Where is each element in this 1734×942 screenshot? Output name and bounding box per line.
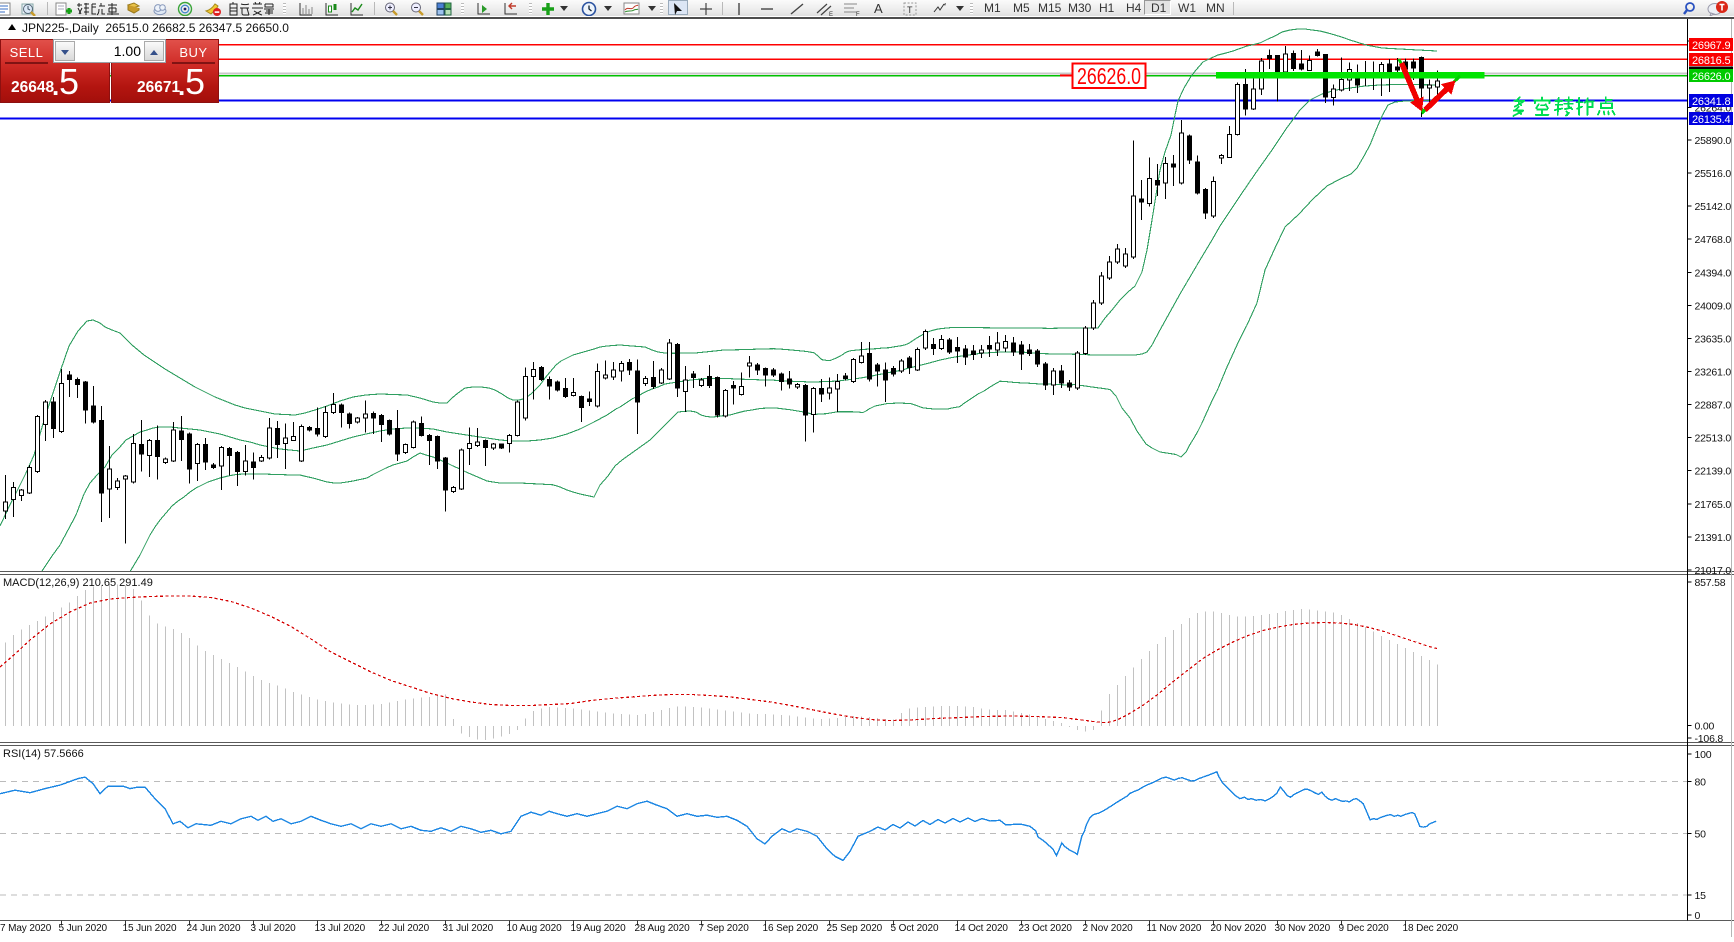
svg-text:24768.0: 24768.0 — [1695, 234, 1732, 246]
svg-text:5 Oct 2020: 5 Oct 2020 — [891, 923, 939, 934]
svg-text:22 Jul 2020: 22 Jul 2020 — [379, 923, 430, 934]
svg-text:26967.9: 26967.9 — [1692, 40, 1730, 52]
svg-text:26135.4: 26135.4 — [1692, 114, 1730, 126]
svg-text:MACD(12,26,9) 210.65 291.49: MACD(12,26,9) 210.65 291.49 — [3, 577, 153, 589]
svg-text:80: 80 — [1695, 776, 1707, 788]
svg-text:26341.8: 26341.8 — [1692, 96, 1730, 108]
svg-text:25142.0: 25142.0 — [1695, 201, 1732, 213]
svg-text:30 Nov 2020: 30 Nov 2020 — [1275, 923, 1331, 934]
svg-text:25890.0: 25890.0 — [1695, 135, 1732, 147]
svg-text:21017.0: 21017.0 — [1695, 565, 1732, 577]
svg-text:31 Jul 2020: 31 Jul 2020 — [443, 923, 494, 934]
svg-text:15: 15 — [1695, 890, 1707, 902]
svg-text:26626.0: 26626.0 — [1692, 71, 1730, 83]
svg-text:50: 50 — [1695, 829, 1707, 841]
svg-text:2 Nov 2020: 2 Nov 2020 — [1083, 923, 1134, 934]
svg-text:25516.0: 25516.0 — [1695, 168, 1732, 180]
svg-text:21391.0: 21391.0 — [1695, 532, 1732, 544]
svg-text:27 May 2020: 27 May 2020 — [0, 923, 52, 934]
svg-text:23 Oct 2020: 23 Oct 2020 — [1019, 923, 1073, 934]
svg-text:857.58: 857.58 — [1695, 577, 1726, 589]
svg-text:28 Aug 2020: 28 Aug 2020 — [635, 923, 691, 934]
svg-text:7 Sep 2020: 7 Sep 2020 — [699, 923, 750, 934]
svg-text:T: T — [907, 5, 913, 15]
svg-text:13 Jul 2020: 13 Jul 2020 — [315, 923, 366, 934]
svg-text:24394.0: 24394.0 — [1695, 267, 1732, 279]
svg-text:19 Aug 2020: 19 Aug 2020 — [571, 923, 627, 934]
svg-text:3 Jul 2020: 3 Jul 2020 — [251, 923, 297, 934]
svg-text:20 Nov 2020: 20 Nov 2020 — [1211, 923, 1267, 934]
svg-text:RSI(14) 57.5666: RSI(14) 57.5666 — [3, 748, 84, 760]
svg-text:22887.0: 22887.0 — [1695, 400, 1732, 412]
svg-text:22139.0: 22139.0 — [1695, 466, 1732, 478]
svg-text:23261.0: 23261.0 — [1695, 366, 1732, 378]
svg-text:26626.0: 26626.0 — [1077, 63, 1141, 89]
svg-text:100: 100 — [1695, 749, 1712, 761]
svg-text:10 Aug 2020: 10 Aug 2020 — [507, 923, 563, 934]
svg-text:9 Dec 2020: 9 Dec 2020 — [1339, 923, 1390, 934]
svg-text:15 Jun 2020: 15 Jun 2020 — [123, 923, 177, 934]
svg-text:22513.0: 22513.0 — [1695, 433, 1732, 445]
svg-text:0: 0 — [1695, 910, 1701, 922]
svg-text:21765.0: 21765.0 — [1695, 499, 1732, 511]
svg-text:-106.8: -106.8 — [1695, 733, 1724, 745]
svg-text:E: E — [829, 12, 833, 17]
svg-text:18 Dec 2020: 18 Dec 2020 — [1403, 923, 1459, 934]
svg-text:F: F — [856, 12, 860, 17]
svg-text:25 Sep 2020: 25 Sep 2020 — [827, 923, 883, 934]
svg-text:5 Jun 2020: 5 Jun 2020 — [59, 923, 108, 934]
svg-text:23635.0: 23635.0 — [1695, 333, 1732, 345]
svg-text:0.00: 0.00 — [1695, 721, 1715, 733]
svg-text:24 Jun 2020: 24 Jun 2020 — [187, 923, 241, 934]
svg-text:24009.0: 24009.0 — [1695, 300, 1732, 312]
svg-text:16 Sep 2020: 16 Sep 2020 — [763, 923, 819, 934]
svg-text:26816.5: 26816.5 — [1692, 55, 1730, 67]
svg-text:14 Oct 2020: 14 Oct 2020 — [955, 923, 1009, 934]
svg-text:11 Nov 2020: 11 Nov 2020 — [1147, 923, 1202, 934]
